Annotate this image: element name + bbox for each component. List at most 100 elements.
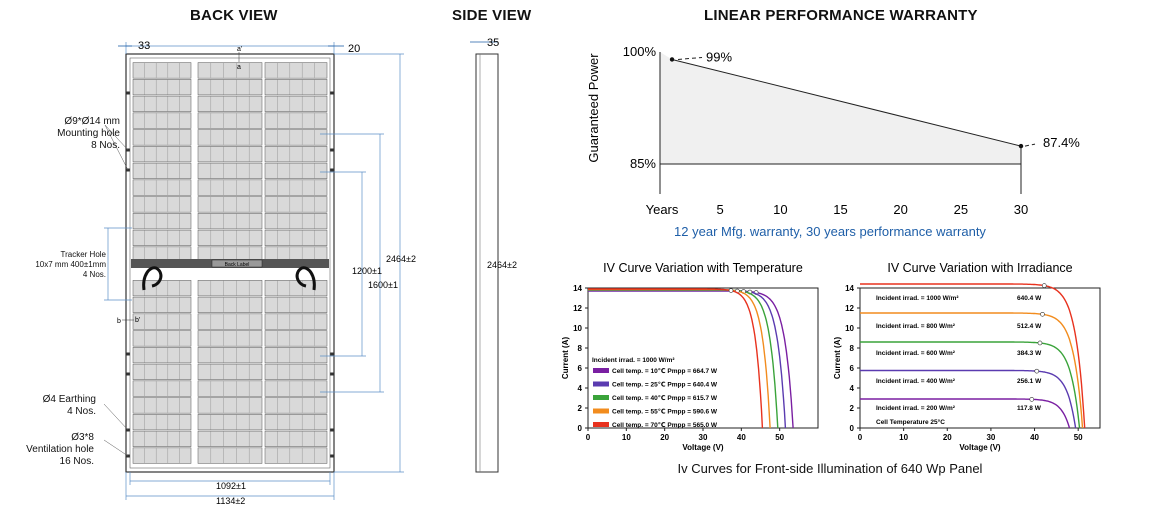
side-frame-outer	[475, 53, 499, 473]
warranty-start-point	[669, 57, 675, 62]
warranty-end-point	[1018, 143, 1024, 149]
leader-mounting	[104, 124, 129, 151]
panel-cell-block	[264, 280, 328, 297]
legend-label-2: Cell temp. = 40℃ Pmpp = 615.7 W	[612, 394, 718, 402]
side-dim-2464-label: 2464±2	[487, 260, 517, 270]
panel-cell-block	[132, 296, 192, 313]
panel-cell-block	[132, 213, 192, 230]
iv-temperature-chart: IV Curve Variation with Temperature 0 2 4 6 8…	[561, 261, 819, 452]
panel-cell-block	[132, 430, 192, 447]
panel-cell-block	[264, 313, 328, 330]
iv-ytick: 0	[578, 424, 583, 433]
iv-chart-title: IV Curve Variation with Temperature	[603, 261, 803, 275]
mounting-hole-marker	[126, 372, 130, 376]
warranty-area	[660, 52, 1021, 164]
iv-xtick: 30	[699, 433, 708, 442]
iv-x-label: Voltage (V)	[959, 443, 1001, 452]
warranty-start-label: 99%	[706, 49, 732, 64]
panel-cell-block	[264, 129, 328, 146]
panel-cell-block	[264, 179, 328, 196]
iv-curve-3	[860, 369, 1077, 429]
irr-label-3: Incident irrad. = 400 W/m²	[876, 378, 956, 385]
mounting-hole-marker	[330, 352, 334, 356]
iv-xtick: 50	[775, 433, 784, 442]
iv-xtick: 0	[858, 433, 863, 442]
earthing-callout: Ø4 Earthing 4 Nos.	[20, 394, 96, 418]
warranty-start-dash	[677, 56, 703, 60]
panel-cell-block	[264, 347, 328, 364]
back-view-title: BACK VIEW	[190, 7, 278, 24]
warranty-ytick-100: 100%	[623, 44, 657, 59]
mounting-hole-marker	[330, 454, 334, 458]
warranty-line	[671, 58, 1022, 147]
iv-ytick: 4	[578, 384, 583, 393]
footer-caption: Iv Curves for Front-side Illumination of…	[677, 461, 983, 476]
panel-cell-block	[197, 313, 263, 330]
panel-cell-block	[264, 363, 328, 380]
iv-xtick: 50	[1074, 433, 1083, 442]
panel-cell-block	[197, 280, 263, 297]
iv-mpp-point	[1041, 283, 1047, 288]
iv-ytick: 14	[573, 284, 582, 293]
iv-xtick: 20	[660, 433, 669, 442]
panel-cell-block	[132, 380, 192, 397]
panel-cell-block	[132, 397, 192, 414]
irr-label-2: Incident irrad. = 600 W/m²	[876, 350, 956, 357]
legend-label-4: Cell temp. = 70℃ Pmpp = 565.0 W	[612, 421, 718, 429]
legend-label-1: Cell temp. = 25℃ Pmpp = 640.4 W	[612, 381, 718, 389]
panel-cell-block	[132, 196, 192, 213]
panel-cell-block	[197, 296, 263, 313]
b-label: b	[117, 318, 121, 325]
mounting-hole-line1: Ø9*Ø14 mm	[64, 116, 120, 127]
panel-cell-block	[264, 397, 328, 414]
side-view-drawing: 35 2464±2	[470, 37, 517, 473]
leader-ventilation	[103, 439, 129, 457]
panel-cell-block	[132, 79, 192, 96]
iv-ytick: 2	[578, 404, 583, 413]
irr-annotation: Cell Temperature 25°C	[876, 418, 945, 426]
iv-plot-frame	[859, 287, 1101, 429]
panel-cell-block	[264, 146, 328, 163]
irr-label-1: Incident irrad. = 800 W/m²	[876, 323, 956, 330]
ventilation-callout: Ø3*8 Ventilation hole 16 Nos.	[14, 432, 94, 468]
iv-mpp-point	[1034, 368, 1040, 374]
warranty-xtick: 5	[717, 202, 724, 217]
panel-cell-block	[264, 330, 328, 347]
iv-ytick: 8	[578, 344, 583, 353]
panel-cell-block	[264, 112, 328, 129]
iv-ytick: 10	[845, 324, 854, 333]
warranty-xtick: 10	[773, 202, 787, 217]
iv-ytick: 14	[845, 284, 854, 293]
warranty-x-label: Years	[646, 202, 679, 217]
iv-xtick: 10	[622, 433, 631, 442]
iv-irradiance-chart: IV Curve Variation with Irradiance 0 2 4 6 8 1…	[834, 261, 1101, 452]
panel-cell-block	[264, 213, 328, 230]
iv-ytick: 2	[850, 404, 855, 413]
mounting-hole-marker	[330, 428, 334, 432]
back-view-drawing: Back Label 33 20 a' a b b' 1200±1 1600±1…	[103, 40, 416, 506]
mounting-hole-marker	[330, 168, 334, 172]
iv-curve-1	[860, 312, 1084, 429]
warranty-xtick: 30	[1014, 202, 1028, 217]
panel-cell-block	[132, 62, 192, 79]
legend-swatch-3	[593, 408, 609, 414]
panel-cell-block	[197, 162, 263, 179]
iv-mpp-point	[1037, 340, 1043, 346]
panel-cell-block	[197, 146, 263, 163]
legend-swatch-1	[593, 381, 609, 387]
iv-xtick: 40	[737, 433, 746, 442]
panel-cell-block	[132, 162, 192, 179]
panel-cell-block	[197, 79, 263, 96]
tracker-hole-callout: Tracker Hole 10x7 mm 400±1mm 4 Nos.	[10, 250, 106, 280]
panel-cell-block	[132, 179, 192, 196]
a-label: a	[237, 64, 241, 71]
irr-power-3: 256.1 W	[1017, 378, 1042, 385]
dim-1200-label: 1200±1	[352, 266, 382, 276]
panel-cell-block	[264, 447, 328, 464]
ventilation-line2: Ventilation hole	[26, 444, 94, 455]
dim-1134-label: 1134±2	[216, 496, 245, 506]
warranty-xtick: 20	[893, 202, 907, 217]
panel-cell-block	[132, 146, 192, 163]
iv-xtick: 0	[586, 433, 591, 442]
iv-mpp-point	[728, 288, 734, 293]
